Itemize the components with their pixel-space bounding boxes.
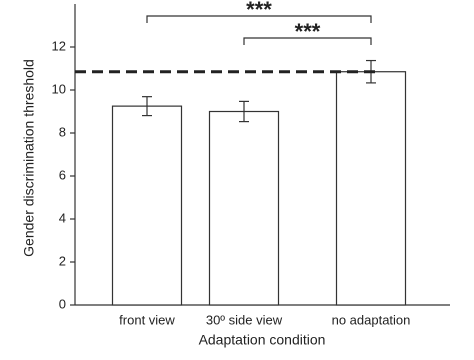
y-tick-label: 0 [59,296,66,311]
bar [208,110,280,306]
significance-bracket [146,15,372,23]
y-tick-label: 10 [52,81,66,96]
x-tick-label: front view [119,312,175,327]
y-axis-label: Gender discrimination threshold [21,59,37,257]
x-tick-label: 30º side view [206,312,283,327]
y-tick-label: 4 [59,210,66,225]
y-tick-label: 8 [59,124,66,139]
significance-label: *** [246,0,272,22]
x-tick-label: no adaptation [332,312,411,327]
y-tick-label: 12 [52,38,66,53]
bar [111,105,183,306]
significance-bracket [243,37,372,45]
significance-label: *** [295,19,321,44]
x-axis-label: Adaptation condition [199,332,326,348]
y-tick-label: 2 [59,253,66,268]
y-tick-label: 6 [59,167,66,182]
bar [335,71,407,306]
